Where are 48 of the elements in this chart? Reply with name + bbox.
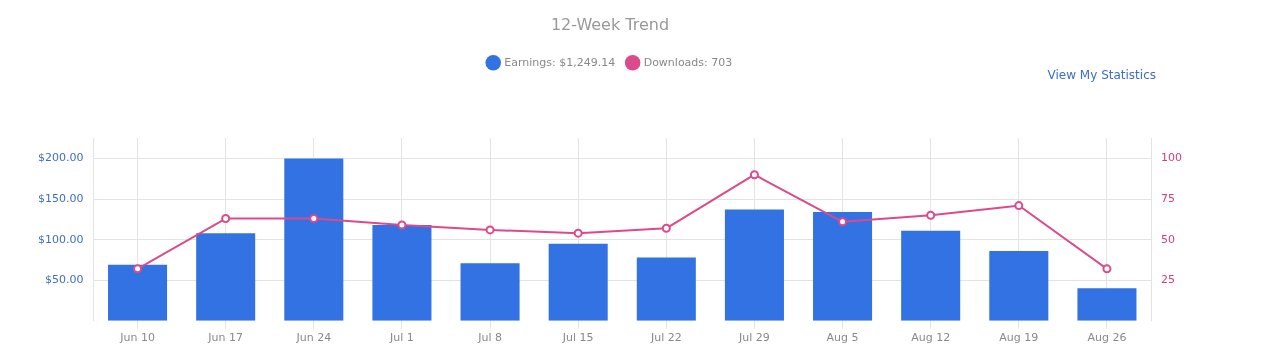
point	[573, 228, 583, 238]
point	[309, 214, 319, 224]
chart-title: 12-Week Trend	[550, 14, 670, 34]
x-tick-label: Aug 5	[826, 331, 859, 345]
y2-tick-label: 75	[1161, 191, 1175, 205]
legend-label: Downloads: 703	[643, 55, 733, 69]
bar	[460, 263, 520, 321]
point	[221, 214, 231, 224]
point	[749, 170, 759, 180]
bar	[548, 243, 608, 321]
bar	[636, 257, 696, 321]
x-tick-label: Jul 29	[738, 331, 770, 345]
x-tick-label: Jun 10	[119, 331, 155, 345]
x-tick-label: Jun 24	[295, 331, 332, 345]
y-tick-label: $100.00	[37, 232, 84, 246]
bar	[196, 233, 256, 321]
text: View My Statistics	[1047, 68, 1156, 83]
bar	[724, 209, 784, 321]
x-tick-label: Aug 12	[911, 331, 951, 345]
point	[133, 264, 143, 274]
point	[926, 210, 936, 220]
x-tick-label: Aug 19	[999, 331, 1039, 345]
y-tick-label: $150.00	[37, 191, 84, 205]
x-tick-label: Jul 8	[477, 331, 502, 345]
point	[838, 217, 848, 227]
y-tick-label: $50.00	[44, 273, 84, 287]
point	[1102, 264, 1112, 274]
x-tick-label: Jul 15	[561, 331, 594, 345]
y2-tick-label: 100	[1161, 151, 1182, 165]
bar	[284, 158, 344, 321]
bar	[372, 225, 432, 321]
point	[485, 225, 495, 235]
x-tick-label: Jul 1	[389, 331, 414, 345]
legend-label: Earnings: $1,249.14	[504, 55, 616, 69]
y-tick-label: $200.00	[37, 151, 84, 165]
y2-tick-label: 25	[1161, 273, 1175, 287]
bar	[901, 230, 961, 321]
x-tick-label: Jun 17	[207, 331, 244, 345]
bar	[813, 212, 873, 321]
point	[397, 220, 407, 230]
bar	[989, 251, 1049, 321]
x-tick-label: Aug 26	[1087, 331, 1127, 345]
point	[661, 223, 671, 233]
bar	[108, 264, 168, 321]
y2-tick-label: 50	[1161, 232, 1175, 246]
point	[1014, 201, 1024, 211]
x-tick-label: Jul 22	[649, 331, 682, 345]
bar	[1077, 288, 1137, 321]
